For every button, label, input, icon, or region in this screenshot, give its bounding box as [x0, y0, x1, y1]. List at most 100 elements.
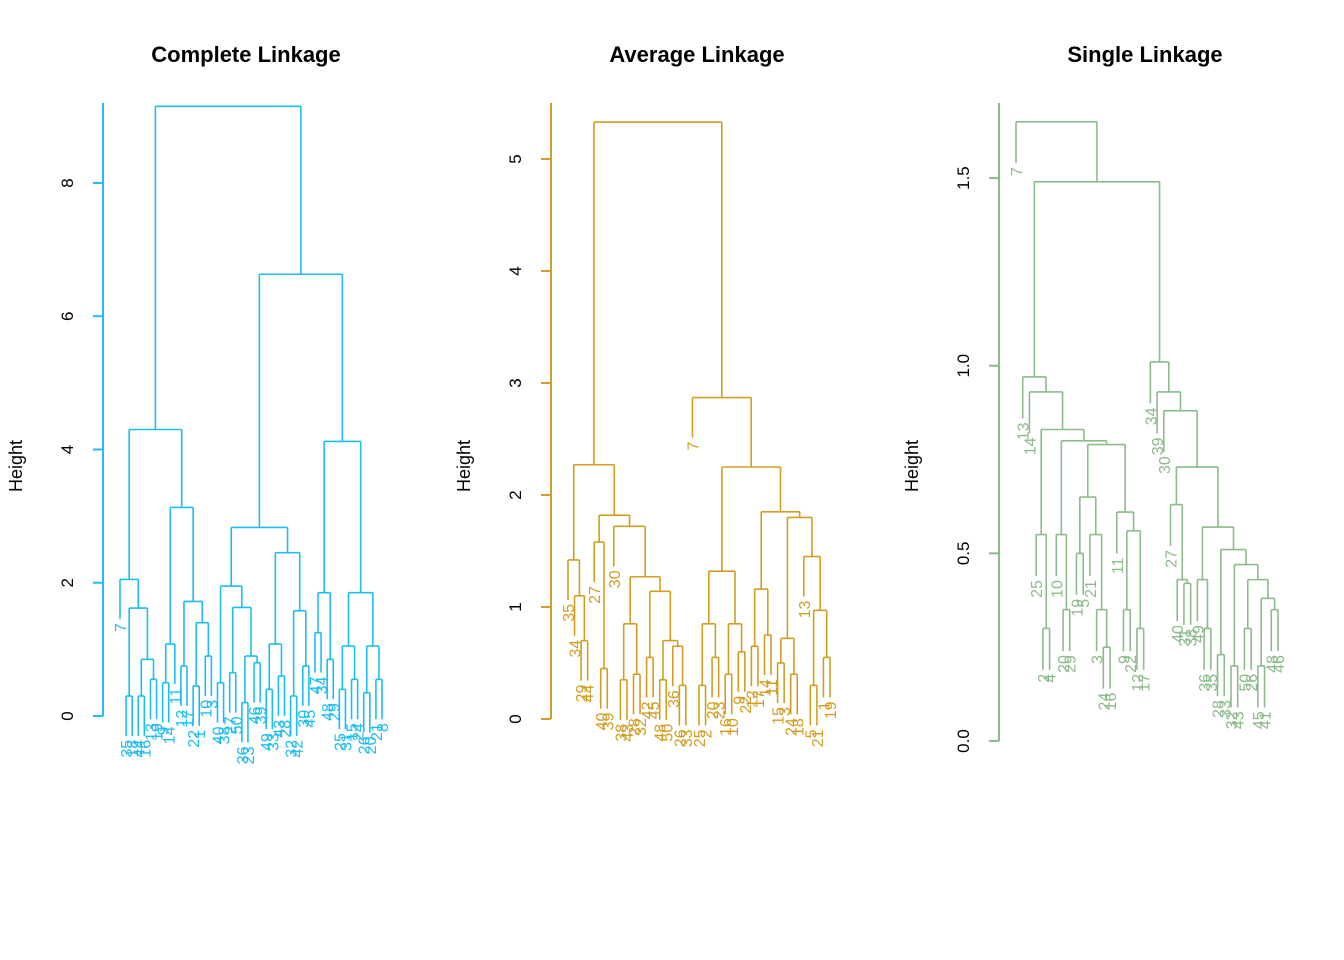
leaf-label: 18	[125, 740, 142, 758]
leaf-label: 7	[685, 442, 702, 451]
leaf-label: 29	[574, 685, 591, 703]
leaf-label: 1	[816, 701, 833, 710]
leaf-label: 40	[210, 726, 227, 744]
leaf-label: 9	[1116, 655, 1133, 664]
leaf-label: 36	[666, 690, 683, 708]
leaf-label: 39	[600, 713, 617, 731]
leaf-label: 21	[369, 723, 386, 741]
leaf-label: 33	[679, 729, 696, 747]
leaf-label: 36	[235, 746, 252, 764]
y-tick-label: 4	[58, 445, 77, 454]
leaf-label: 20	[705, 701, 722, 719]
leaf-label: 26	[357, 736, 374, 754]
leaf-label: 49	[1190, 625, 1207, 643]
leaf-label: 33	[265, 733, 282, 751]
panel-complete-linkage: Complete Linkage Height	[6, 42, 341, 492]
leaf-label: 43	[271, 720, 288, 738]
leaf-label: 21	[1083, 580, 1100, 598]
leaf-label: 9	[156, 726, 173, 735]
leaf-label: 11	[764, 679, 781, 696]
leaf-label: 3	[1090, 655, 1107, 664]
y-tick-label: 6	[58, 311, 77, 320]
leaf-label: 19	[1069, 599, 1086, 617]
leaf-label: 30	[296, 710, 313, 728]
leaf-label: 29	[1063, 655, 1080, 673]
leaf-label: 20	[1056, 655, 1073, 673]
y-tick-label: 0.5	[954, 542, 973, 566]
leaf-label: 25	[332, 733, 349, 751]
leaf-label: 50	[659, 724, 676, 742]
leaf-label: 32	[284, 740, 301, 758]
leaf-label: 12	[1130, 674, 1147, 692]
panel-average-linkage: Average Linkage Height	[454, 42, 785, 492]
leaf-label: 19	[150, 723, 167, 741]
leaf-label: 40	[594, 713, 611, 731]
leaf-label: 30	[1157, 456, 1174, 474]
leaf-label: 46	[247, 706, 264, 724]
leaf-label: 12	[174, 710, 191, 728]
leaf-label: 40	[1170, 625, 1187, 643]
leaf-label: 33	[1217, 700, 1234, 718]
leaf-label: 44	[131, 740, 148, 758]
leaf-label: 12	[744, 690, 761, 708]
leaf-label: 25	[692, 729, 709, 747]
leaf-label: 23	[241, 746, 258, 764]
leaf-label: 39	[253, 706, 270, 724]
y-tick-label: 1.5	[954, 166, 973, 190]
leaf-label: 35	[119, 740, 136, 758]
leaf-label: 10	[198, 700, 215, 718]
leaf-label: 18	[790, 718, 807, 736]
leaf-label: 22	[1123, 655, 1140, 673]
y-tick-label: 3	[506, 378, 525, 387]
leaf-label: 25	[1029, 580, 1046, 598]
leaf-label: 24	[784, 718, 801, 736]
y-tick-label: 5	[506, 154, 525, 163]
leaf-label: 50	[229, 716, 246, 734]
leaf-label: 26	[1244, 674, 1261, 692]
leaf-label: 48	[1264, 655, 1281, 673]
leaf-label: 16	[137, 740, 154, 758]
leaf-label: 17	[1137, 674, 1154, 692]
leaf-label: 49	[259, 733, 276, 751]
leaf-label: 11	[168, 688, 185, 705]
leaf-label: 43	[1231, 711, 1248, 729]
leaf-label: 31	[1177, 629, 1194, 647]
y-tick-label: 0.0	[954, 729, 973, 753]
panel-single-linkage: Single Linkage Height	[902, 42, 1223, 492]
leaf-label: 34	[314, 676, 331, 694]
leaf-label: 34	[1143, 407, 1160, 425]
leaf-label: 48	[653, 724, 670, 742]
leaf-label: 47	[308, 676, 325, 694]
y-tick-label: 1	[506, 602, 525, 611]
leaf-label: 45	[1251, 711, 1268, 729]
leaf-label: 14	[758, 679, 775, 697]
leaf-label: 19	[823, 701, 840, 719]
leaf-label: 15	[345, 723, 362, 741]
leaf-label: 46	[1271, 655, 1288, 673]
leaf-label: 35	[561, 604, 578, 622]
y-tick-label: 4	[506, 266, 525, 275]
leaf-label: 21	[810, 729, 827, 747]
leaf-label: 13	[143, 723, 160, 741]
leaf-label: 4	[1043, 674, 1060, 683]
leaf-label: 10	[1049, 580, 1066, 598]
leaf-label: 32	[633, 718, 650, 736]
leaf-label: 38	[613, 724, 630, 742]
leaf-label: 38	[217, 726, 234, 744]
leaf-label: 5	[803, 729, 820, 738]
y-tick-label: 1.0	[954, 354, 973, 378]
panel-title: Complete Linkage	[151, 42, 340, 67]
panel-title: Single Linkage	[1067, 42, 1222, 67]
leaf-label: 38	[1184, 629, 1201, 647]
leaf-label: 30	[607, 570, 624, 588]
leaf-label: 42	[290, 740, 307, 758]
leaf-label: 15	[771, 707, 788, 725]
leaf-label: 27	[223, 716, 240, 734]
leaf-label: 13	[1016, 422, 1033, 440]
panel-title: Average Linkage	[609, 42, 784, 67]
leaf-label: 41	[1258, 711, 1275, 729]
leaf-label: 14	[1022, 437, 1039, 455]
leaf-label: 17	[180, 710, 197, 728]
leaf-label: 16	[718, 718, 735, 736]
leaf-label: 20	[363, 736, 380, 754]
